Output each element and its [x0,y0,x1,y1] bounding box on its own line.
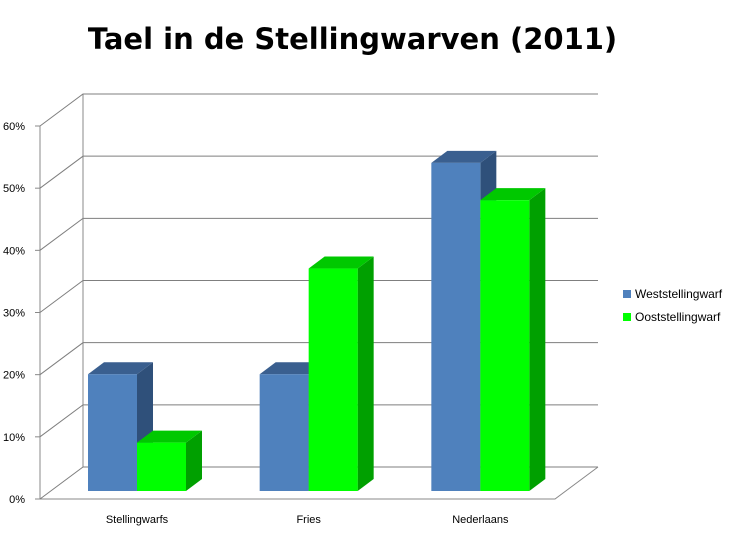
x-tick-label: Fries [296,514,321,526]
bar-top [480,188,546,201]
bar-weststellingwarf-nederlaans [431,162,481,491]
bar-ooststellingwarf-fries [308,268,358,491]
gridline [39,342,598,376]
y-tick-label: 50% [3,183,25,195]
bars [88,150,546,491]
bar-side [529,188,546,491]
legend-label: Weststellingwarf [635,287,723,301]
gridline [39,280,598,313]
gridline [39,217,598,251]
y-axis-ticks: 0% 10% 20% 30% 40% 50% 60% [3,121,40,506]
gridline [39,404,598,438]
x-axis-labels: Stellingwarfs Fries Nederlaans [106,514,509,526]
gridlines [39,93,598,500]
y-tick-label: 0% [9,494,25,506]
bar-top [259,362,325,375]
bar-top [137,430,202,443]
bar-ooststellingwarf-nederlaans [480,200,530,491]
bar-weststellingwarf-fries [259,374,309,491]
bar-top [431,150,497,163]
legend-label: Ooststellingwarf [635,310,721,324]
y-tick-label: 10% [3,432,25,444]
x-tick-label: Stellingwarfs [106,514,169,526]
bar-side [357,256,374,491]
bar-ooststellingwarf-stellingwarfs [137,442,186,491]
bar-top [308,256,374,269]
legend-swatch [623,313,631,321]
y-tick-label: 60% [3,121,25,133]
bar-side [186,430,202,491]
legend: Weststellingwarf Ooststellingwarf [623,287,723,324]
bar-weststellingwarf-stellingwarfs [88,374,137,491]
gridline [39,155,598,189]
x-tick-label: Nederlaans [452,514,509,526]
chart-title: Tael in de Stellingwarven (2011) [87,22,618,56]
legend-swatch [623,290,631,298]
gridline [39,93,598,127]
y-tick-label: 30% [3,308,25,320]
gridline [39,466,598,500]
bar-top [88,362,153,375]
y-tick-label: 40% [3,245,25,257]
y-tick-label: 20% [3,370,25,382]
